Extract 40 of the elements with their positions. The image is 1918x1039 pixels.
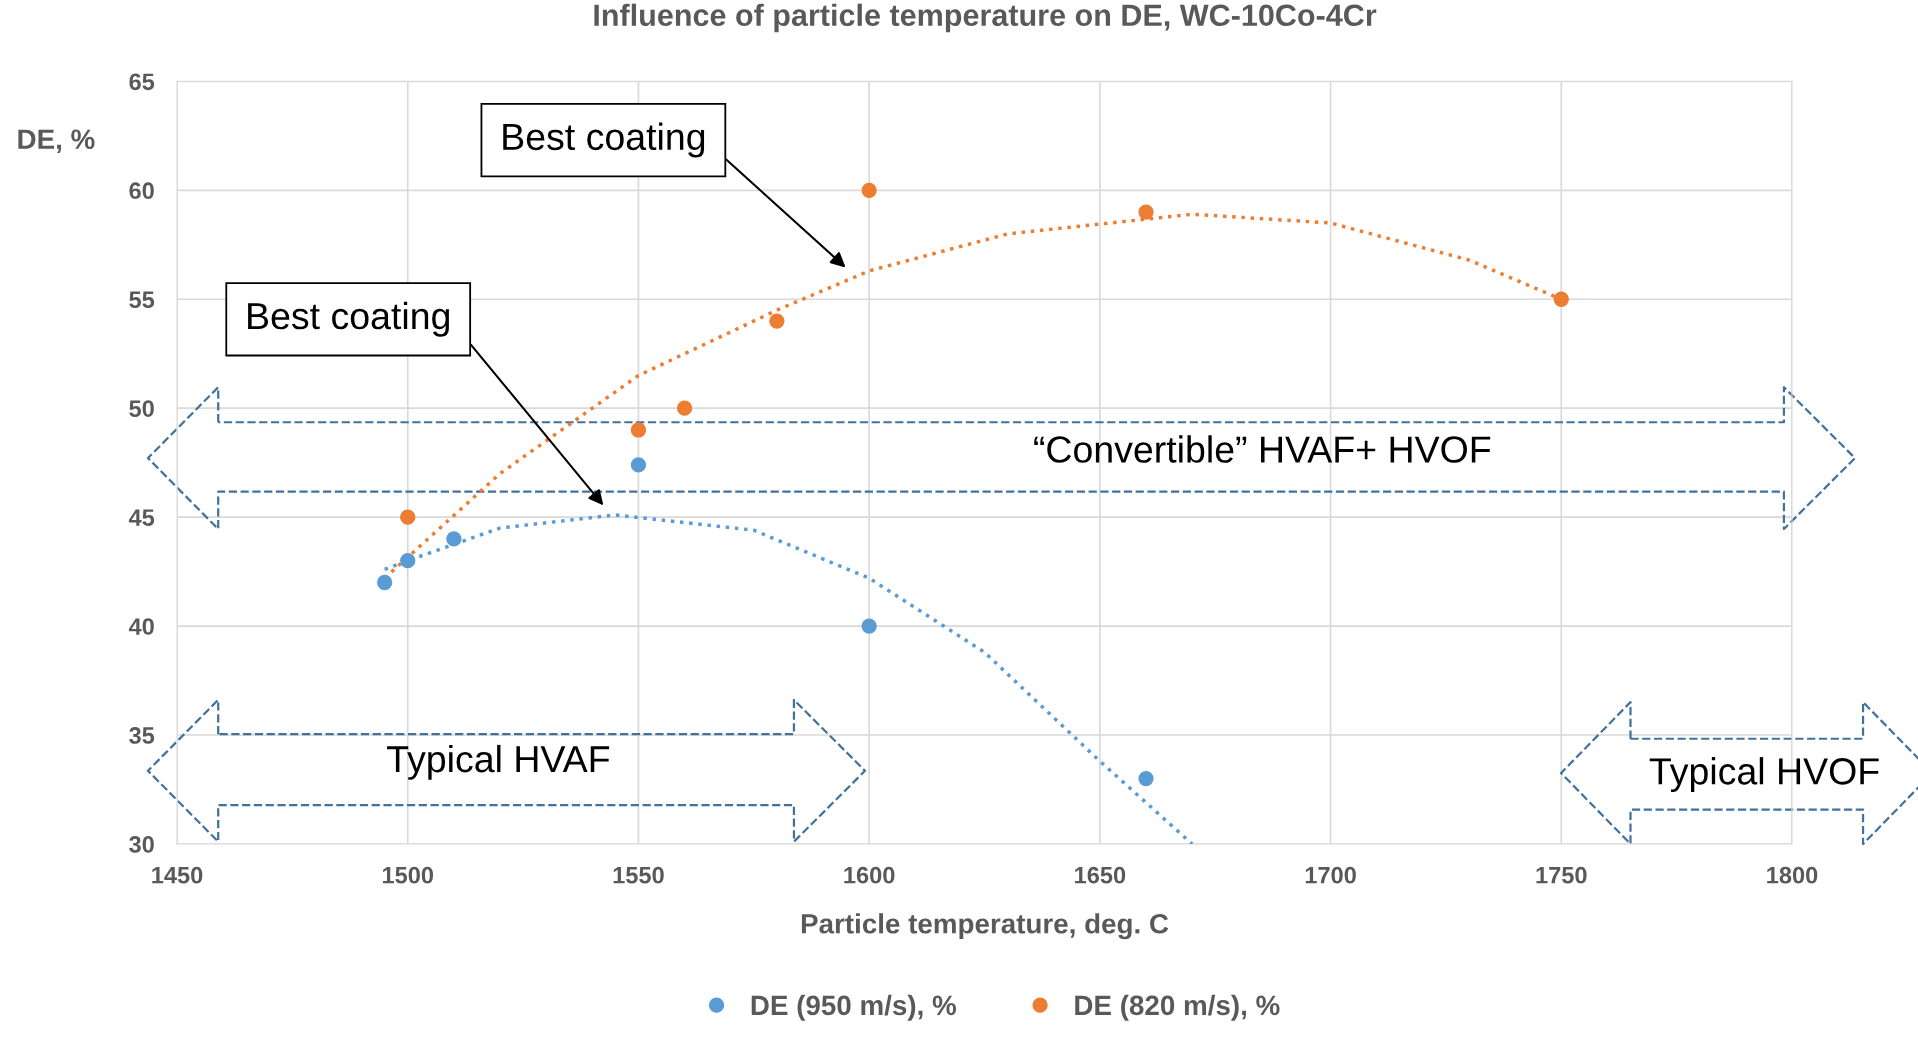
x-tick-label: 1600: [844, 866, 895, 884]
y-tick-label: 60: [129, 182, 154, 200]
y-tick-label: 40: [128, 618, 154, 635]
point: [630, 457, 647, 473]
x-tick-label: 1800: [1767, 866, 1818, 884]
x-axis-title: Particle temperature, deg. C: [801, 913, 1169, 940]
point: [377, 574, 393, 591]
point: [1138, 770, 1154, 787]
x-tick-label: 1450: [152, 866, 203, 884]
x-tick-label: 1700: [1305, 866, 1356, 884]
legend-label: DE (950 m/s), %: [751, 994, 957, 1021]
point: [676, 400, 693, 416]
y-tick-label: 65: [129, 73, 155, 91]
point: [769, 313, 785, 329]
annotation: Typical HVOF: [1649, 757, 1879, 793]
line-series: [382, 513, 1194, 844]
point: [400, 553, 416, 569]
chart-title: Influence of particle temperature on DE, WC-10Co-4Cr: [594, 3, 1377, 33]
point: [861, 618, 877, 634]
x-tick-label: 1550: [613, 866, 664, 884]
point: [1138, 204, 1154, 220]
y-tick-label: 35: [129, 727, 155, 744]
legend-label: DE (820 m/s), %: [1075, 994, 1280, 1021]
x-tick-label: 1750: [1536, 866, 1587, 884]
point: [630, 422, 647, 438]
y-axis-title: DE, %: [18, 129, 95, 154]
x-tick-label: 1500: [382, 866, 434, 884]
y-tick-label: 30: [129, 836, 154, 853]
annotation: “Convertible” HVAF+ HVOF: [1034, 435, 1491, 463]
y-tick-label: 50: [129, 400, 154, 417]
point: [446, 531, 462, 547]
annotation: Typical HVAF: [387, 744, 610, 780]
point: [400, 509, 416, 525]
annotation: Best coating: [248, 301, 449, 337]
annotation: Best coating: [503, 122, 705, 158]
point: [861, 182, 877, 198]
x-tick-label: 1650: [1075, 866, 1126, 884]
point: [1553, 291, 1569, 307]
y-tick-label: 45: [128, 509, 155, 526]
y-tick-label: 55: [129, 291, 155, 309]
